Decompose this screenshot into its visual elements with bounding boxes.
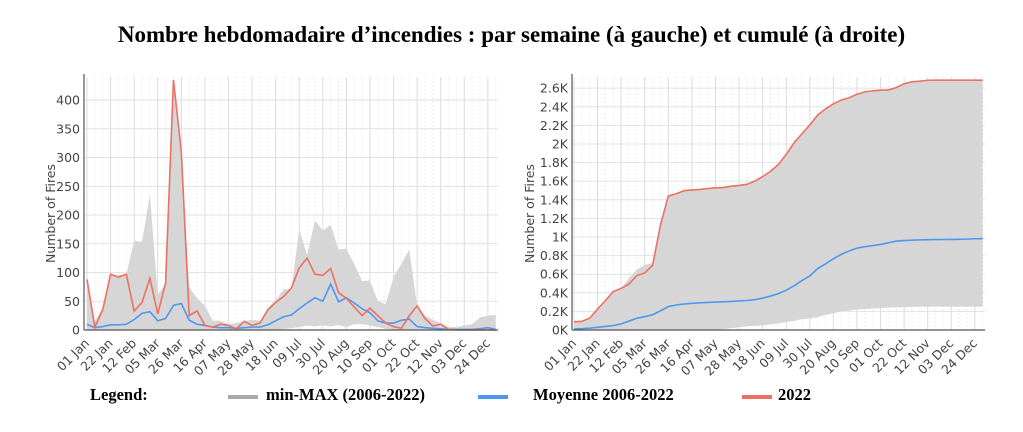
legend-item-2022: 2022 bbox=[778, 385, 811, 404]
min-max-band bbox=[574, 80, 983, 330]
y-tick-label: 0.6K bbox=[540, 267, 569, 282]
y-tick-label: 0.4K bbox=[540, 285, 569, 300]
y-tick-label: 2.2K bbox=[540, 118, 569, 133]
y-tick-label: 350 bbox=[56, 121, 80, 136]
y-tick-label: 0.8K bbox=[540, 248, 569, 263]
y-tick-label: 0.2K bbox=[540, 304, 569, 319]
y-tick-label: 1.4K bbox=[540, 192, 569, 207]
line-2022 bbox=[573, 79, 983, 323]
legend-item-min-max: min-MAX (2006-2022) bbox=[266, 385, 426, 404]
y-tick-label: 250 bbox=[56, 179, 80, 194]
moyenne-line bbox=[86, 282, 496, 331]
chart-title: Nombre hebdomadaire d’incendies : par se… bbox=[117, 22, 906, 47]
y-tick-label: 0K bbox=[552, 323, 569, 338]
y-tick-label: 100 bbox=[56, 265, 80, 280]
y-tick-label: 150 bbox=[56, 236, 80, 251]
y-axis-label: Number of Fires bbox=[522, 164, 537, 263]
legend-swatch-moyenne bbox=[478, 395, 508, 399]
moyenne-line bbox=[573, 237, 983, 330]
y-axis-label: Number of Fires bbox=[43, 164, 58, 263]
line-2022 bbox=[86, 79, 496, 331]
y-tick-label: 300 bbox=[56, 150, 80, 165]
y-tick-label: 200 bbox=[56, 208, 80, 223]
y-tick-label: 1.2K bbox=[540, 211, 569, 226]
y-tick-label: 1.8K bbox=[540, 155, 569, 170]
y-tick-label: 1K bbox=[552, 229, 569, 244]
y-tick-label: 0 bbox=[72, 323, 80, 338]
y-tick-label: 2.6K bbox=[540, 81, 569, 96]
legend-label: Legend: bbox=[90, 385, 148, 404]
y-tick-label: 50 bbox=[64, 294, 80, 309]
y-tick-label: 2.4K bbox=[540, 99, 569, 114]
y-tick-label: 1.6K bbox=[540, 174, 569, 189]
legend-swatch-min-max bbox=[228, 395, 258, 399]
legend-swatch-2022 bbox=[742, 395, 772, 399]
y-tick-label: 2K bbox=[552, 136, 569, 151]
y-tick-label: 400 bbox=[56, 93, 80, 108]
legend-item-moyenne: Moyenne 2006-2022 bbox=[533, 385, 674, 404]
